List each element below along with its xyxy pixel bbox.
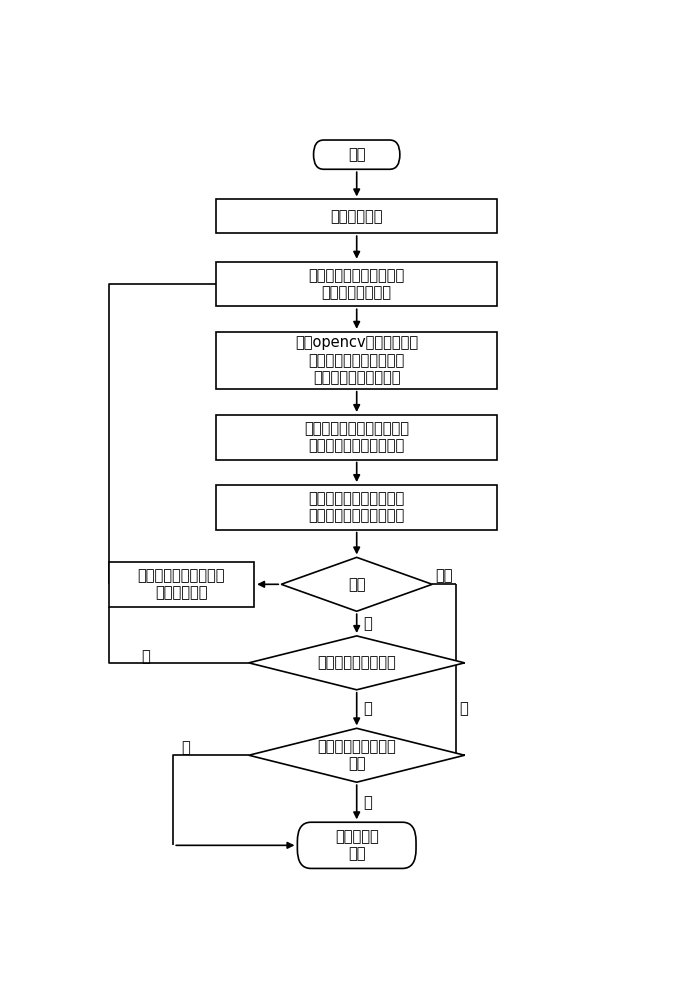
- Bar: [216, 485, 497, 530]
- Text: 有: 有: [459, 702, 468, 717]
- Text: 双目视觉传感器采集机器
人作业区视频信息: 双目视觉传感器采集机器 人作业区视频信息: [308, 268, 405, 300]
- Text: 为叉车，且不会发生
碰撞: 为叉车，且不会发生 碰撞: [317, 739, 396, 771]
- Text: 码垛机器人控制系统驱
动机器人运行: 码垛机器人控制系统驱 动机器人运行: [138, 568, 225, 601]
- Text: 碰撞: 碰撞: [435, 568, 452, 583]
- Text: 是: 是: [364, 702, 372, 717]
- Text: 报警停止机
器人: 报警停止机 器人: [335, 829, 379, 862]
- Text: 是: 是: [182, 740, 190, 755]
- Bar: [216, 262, 497, 306]
- Bar: [216, 415, 497, 460]
- Text: 碰撞: 碰撞: [348, 577, 365, 592]
- Text: 作业区内有外来物体: 作业区内有外来物体: [317, 655, 396, 670]
- Bar: [216, 199, 497, 233]
- FancyBboxPatch shape: [313, 140, 400, 169]
- Polygon shape: [281, 557, 432, 611]
- Text: 否: 否: [364, 616, 372, 631]
- Text: 开启系统运行: 开启系统运行: [331, 209, 383, 224]
- Text: 否: 否: [141, 649, 150, 664]
- Polygon shape: [249, 636, 465, 690]
- FancyBboxPatch shape: [297, 822, 416, 868]
- Text: 基于opencv图型图像处理
作业区视频信息，获取作
业区各个物体三维信息: 基于opencv图型图像处理 作业区视频信息，获取作 业区各个物体三维信息: [295, 335, 418, 385]
- Text: 开始: 开始: [348, 147, 365, 162]
- Text: 否: 否: [364, 795, 372, 810]
- Bar: [216, 332, 497, 389]
- Text: 根据三维信息，在计算机中
重构作业区虚拟三维信息: 根据三维信息，在计算机中 重构作业区虚拟三维信息: [304, 421, 409, 453]
- Text: 根据三维重建的信息，判
断当前是否即将发生碰撞: 根据三维重建的信息，判 断当前是否即将发生碰撞: [308, 491, 405, 524]
- Bar: [109, 562, 254, 607]
- Polygon shape: [249, 728, 465, 782]
